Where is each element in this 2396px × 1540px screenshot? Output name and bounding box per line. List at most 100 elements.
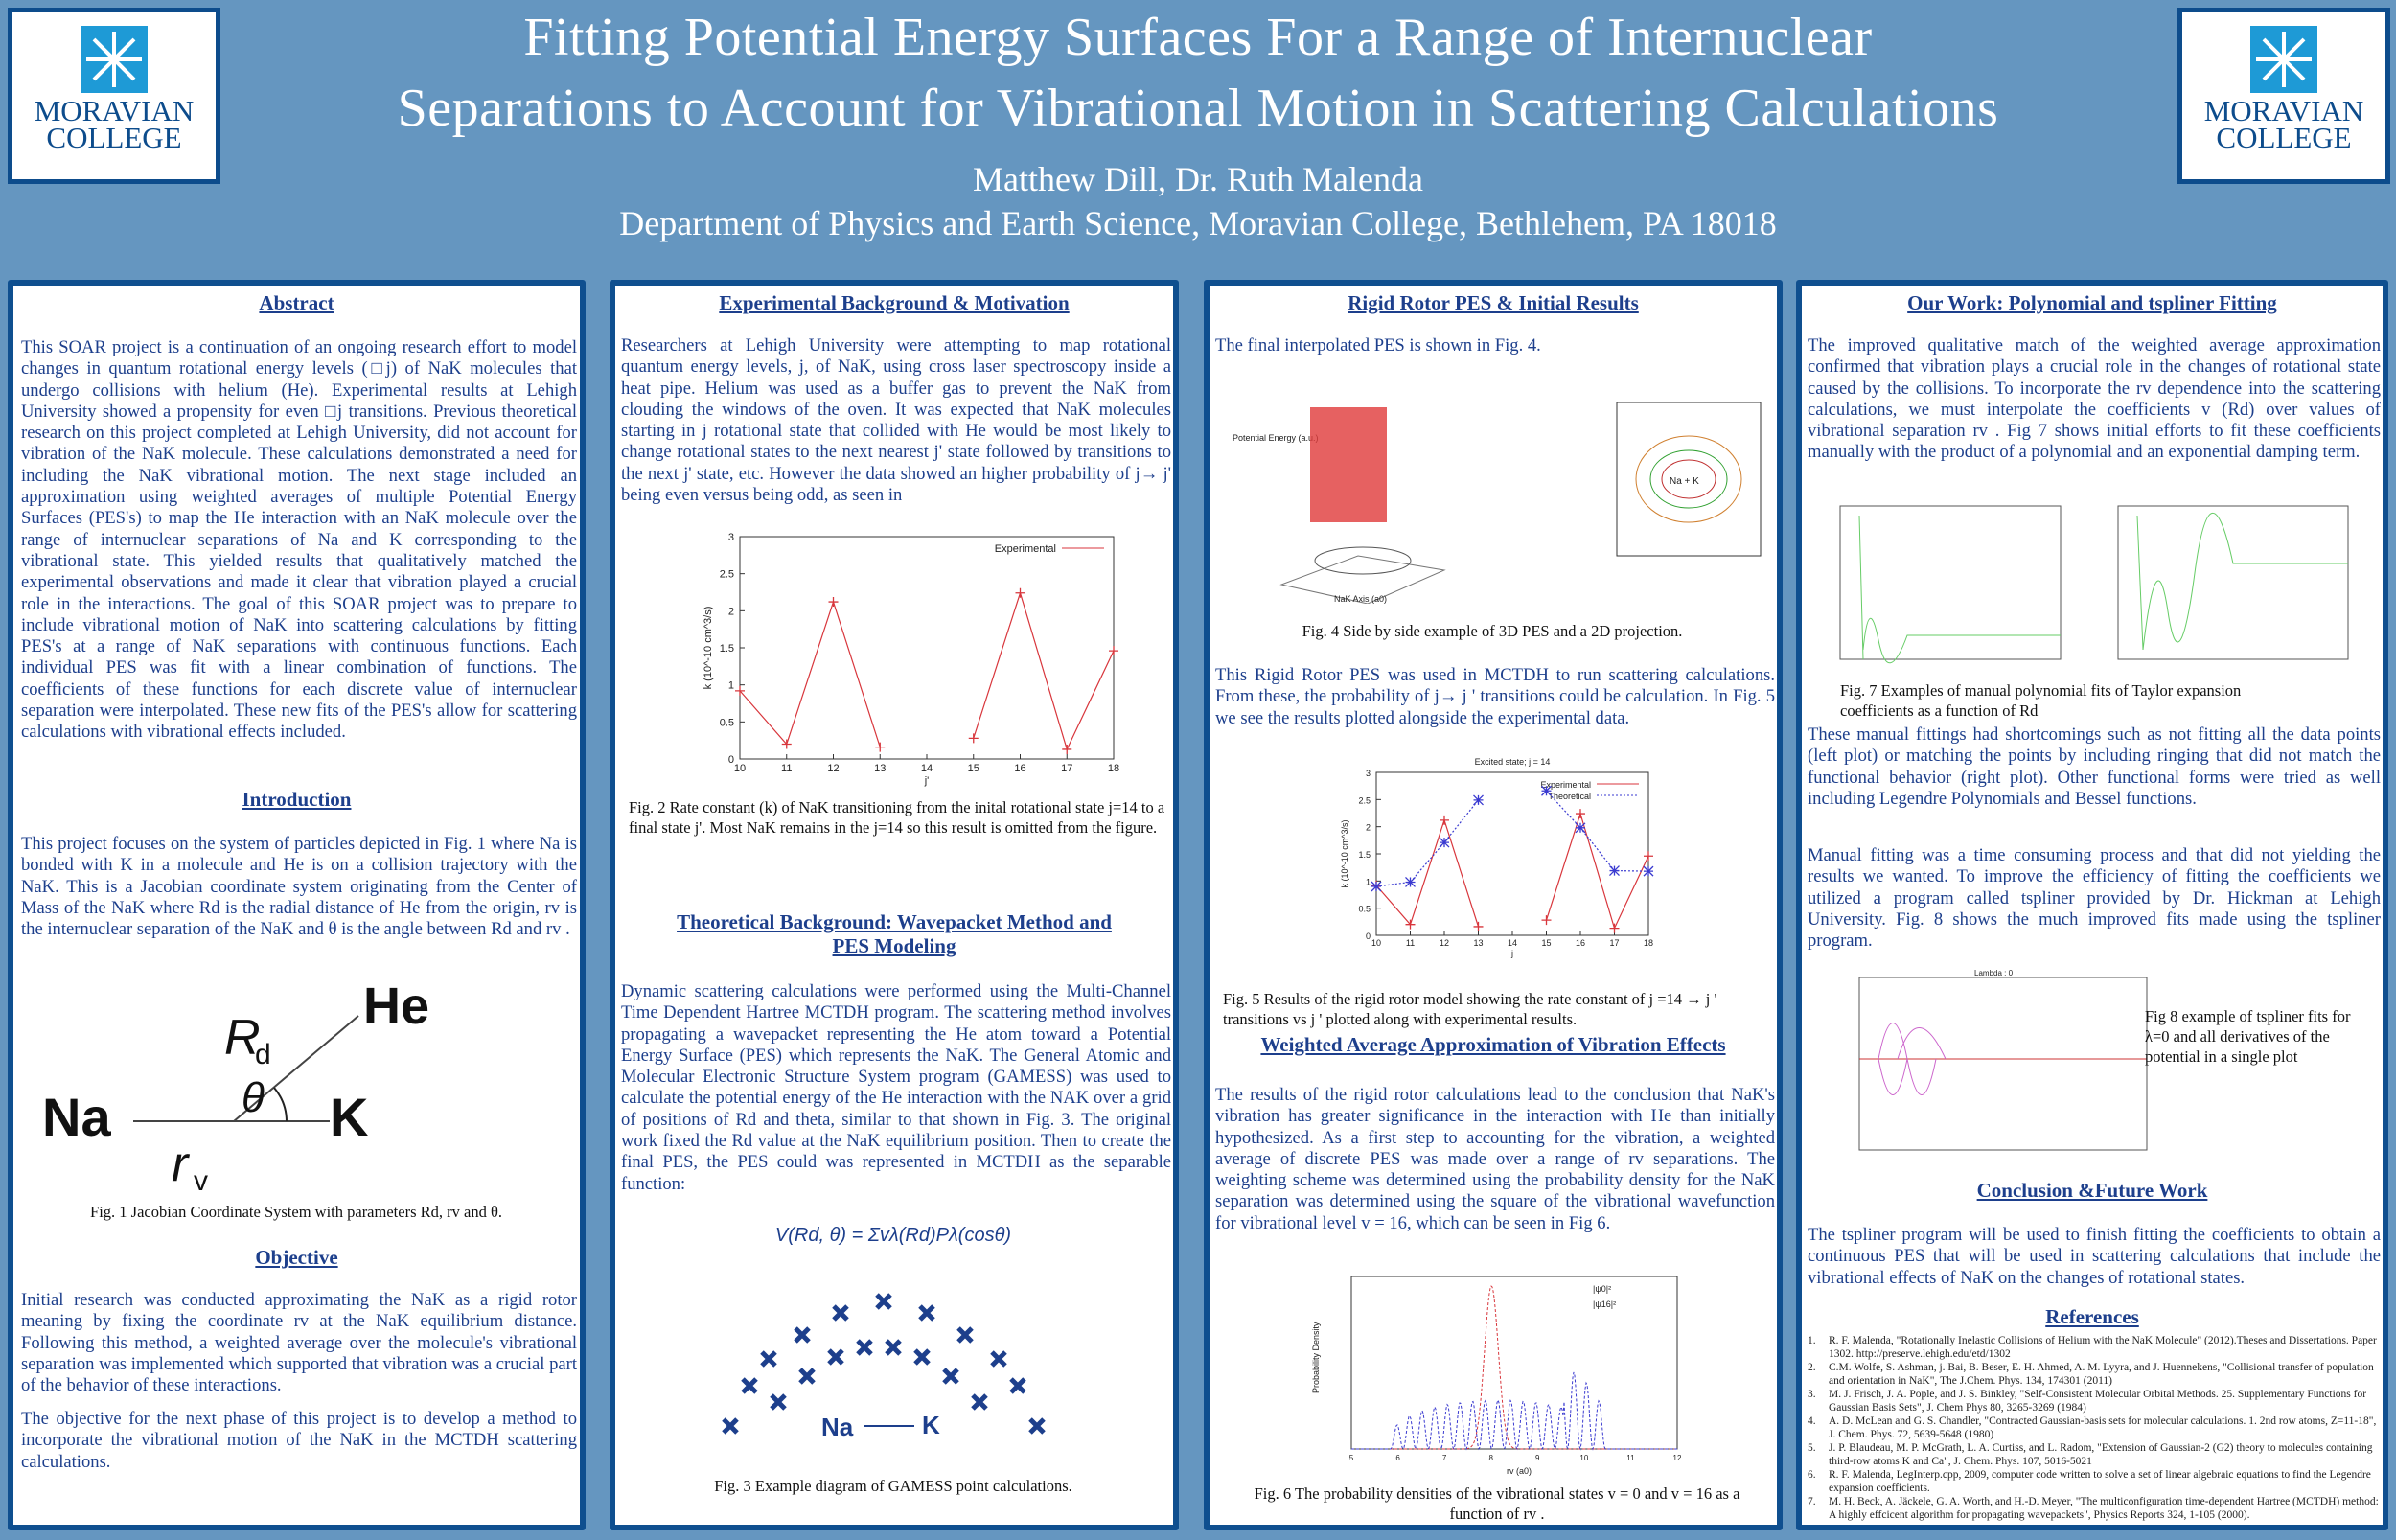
- reference-item: 4. A. D. McLean and G. S. Chandler, "Cont…: [1808, 1414, 2381, 1441]
- legend-label: Experimental: [1540, 780, 1591, 790]
- fig6-ylabel: Probability Density: [1311, 1322, 1321, 1393]
- fig4-ylabel: Potential Energy (a.u.): [1233, 433, 1319, 443]
- data-point: [1109, 646, 1118, 656]
- data-point: [1405, 919, 1416, 930]
- x-tick-label: 11: [1406, 938, 1415, 948]
- gamess-point-marker: [1028, 1417, 1046, 1435]
- y-tick-label: 1.5: [1358, 850, 1371, 860]
- panel-our-work: Our Work: Polynomial and tspliner Fittin…: [1796, 280, 2388, 1530]
- data-point: [1439, 837, 1450, 848]
- gamess-point-marker: [741, 1377, 758, 1394]
- x-tick-label: 12: [827, 763, 839, 774]
- reference-text: R. F. Malenda, LegInterp.cpp, 2009, comp…: [1829, 1469, 2371, 1494]
- title-line: Separations to Account for Vibrational M…: [397, 79, 1999, 138]
- star-logo-icon: [81, 26, 148, 93]
- contour-legend: [1425, 369, 1569, 460]
- y-tick-label: 0.5: [1358, 905, 1371, 914]
- fig4-xlabel: NaK Axis (a0): [1334, 594, 1387, 604]
- x-tick-label: 10: [1579, 1454, 1588, 1462]
- x-tick-label: 6: [1395, 1454, 1400, 1462]
- x-axis-label: j': [924, 775, 930, 787]
- title-line: Fitting Potential Energy Surfaces For a …: [523, 8, 1873, 67]
- x-tick-label: 14: [921, 763, 933, 774]
- data-point: [1473, 794, 1484, 806]
- abstract-heading: Abstract: [259, 291, 334, 314]
- theory-heading: Theoretical Background: Wavepacket Metho…: [615, 910, 1173, 958]
- x-tick-label: 16: [1576, 938, 1585, 948]
- gamess-point-marker: [856, 1339, 873, 1356]
- he-label: He: [363, 977, 429, 1035]
- y-axis-label: k (10^-10 cm^3/s): [1340, 820, 1349, 888]
- pes-surface-3d: [1310, 407, 1387, 522]
- x-tick-label: 15: [1541, 938, 1551, 948]
- rv-label: r: [172, 1137, 191, 1192]
- legend-label: Experimental: [995, 543, 1056, 555]
- star-logo-icon: [2250, 26, 2317, 93]
- reference-text: M. J. Frisch, J. A. Pople, and J. S. Bin…: [1829, 1389, 2367, 1414]
- gamess-point-marker: [956, 1326, 974, 1344]
- gamess-point-marker: [875, 1293, 892, 1310]
- y-tick-label: 0: [1366, 931, 1371, 941]
- data-point: [781, 739, 792, 749]
- y-tick-label: 2.5: [1358, 795, 1371, 805]
- reference-number: 1.: [1808, 1335, 1816, 1346]
- na-label: Na: [821, 1413, 854, 1441]
- data-point: [1440, 815, 1449, 825]
- reference-number: 7.: [1808, 1496, 1816, 1507]
- logo-text: COLLEGE: [46, 121, 182, 154]
- x-tick-label: 15: [968, 763, 979, 774]
- experimental-text: Researchers at Lehigh University were at…: [621, 335, 1171, 506]
- moravian-logo-right: MORAVIAN COLLEGE: [2177, 8, 2390, 184]
- y-tick-label: 1.5: [720, 643, 734, 655]
- x-tick-label: 13: [1473, 938, 1483, 948]
- gamess-point-marker: [885, 1339, 902, 1356]
- data-point: [1062, 744, 1072, 754]
- x-tick-label: 17: [1609, 938, 1619, 948]
- fig2-caption: Fig. 2 Rate constant (k) of NaK transiti…: [629, 798, 1165, 837]
- legend-psi16: |ψ16|²: [1593, 1299, 1616, 1309]
- data-point: [1609, 865, 1620, 877]
- separable-function-formula: V(Rd, θ) = Σvλ(Rd)Pλ(cosθ): [774, 1225, 1012, 1246]
- data-point: [1541, 915, 1552, 926]
- y-tick-label: 0: [728, 754, 734, 766]
- x-tick-label: 8: [1488, 1454, 1493, 1462]
- data-point: [1371, 881, 1382, 892]
- reference-item: 7. M. H. Beck, A. Jäckele, G. A. Worth, a…: [1808, 1495, 2381, 1522]
- introduction-text: This project focuses on the system of pa…: [21, 834, 577, 940]
- fig6-probability-density: Probability Density rv (a0) |ψ0|² |ψ16|²…: [1311, 1276, 1682, 1476]
- series-line: [1375, 799, 1479, 887]
- y-tick-label: 3: [728, 532, 734, 543]
- series-line: [1545, 812, 1649, 931]
- tspliner-text: Manual fitting was a time consuming proc…: [1808, 845, 2381, 952]
- data-point: [1576, 809, 1585, 819]
- series-line: [1546, 790, 1649, 872]
- x-tick-label: 5: [1349, 1454, 1354, 1462]
- abstract-text: This SOAR project is a continuation of a…: [21, 337, 577, 743]
- reference-number: 5.: [1808, 1442, 1816, 1454]
- series-line: [739, 600, 881, 747]
- objective-text: Initial research was conducted approxima…: [21, 1290, 577, 1396]
- fig8-title: Lambda : 0: [1974, 969, 2014, 977]
- objective-text-2: The objective for the next phase of this…: [21, 1409, 577, 1472]
- fig8-tspliner-fits: Lambda : 0: [1858, 969, 2148, 1151]
- data-point: [875, 742, 886, 752]
- reference-number: 6.: [1808, 1469, 1816, 1481]
- rd-label: R: [224, 1010, 261, 1066]
- theta-label: θ: [242, 1074, 265, 1121]
- y-tick-label: 0.5: [720, 717, 734, 728]
- theory-heading-line: PES Modeling: [832, 934, 956, 957]
- fig4-caption: Fig. 4 Side by side example of 3D PES an…: [1302, 622, 1683, 640]
- panel-experimental-background: Experimental Background & Motivation Res…: [610, 280, 1179, 1530]
- gamess-point-marker: [798, 1368, 816, 1385]
- data-point: [1643, 865, 1654, 877]
- x-tick-label: 9: [1535, 1454, 1540, 1462]
- na-label: Na: [42, 1087, 111, 1147]
- y-tick-label: 2.5: [720, 569, 734, 581]
- rigid-rotor-intro: The final interpolated PES is shown in F…: [1215, 335, 1541, 356]
- experimental-heading: Experimental Background & Motivation: [719, 291, 1070, 314]
- logo-text: MORAVIAN: [2203, 94, 2364, 127]
- data-point: [1609, 923, 1620, 933]
- x-tick-label: 14: [1508, 938, 1517, 948]
- x-tick-label: 11: [781, 763, 792, 774]
- reference-text: J. P. Blaudeau, M. P. McGrath, L. A. Cur…: [1829, 1442, 2373, 1467]
